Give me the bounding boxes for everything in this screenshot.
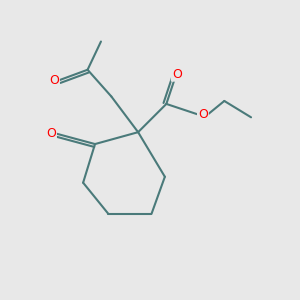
Text: O: O: [172, 68, 182, 81]
Text: O: O: [46, 127, 56, 140]
Text: O: O: [49, 74, 59, 87]
Text: O: O: [198, 108, 208, 121]
